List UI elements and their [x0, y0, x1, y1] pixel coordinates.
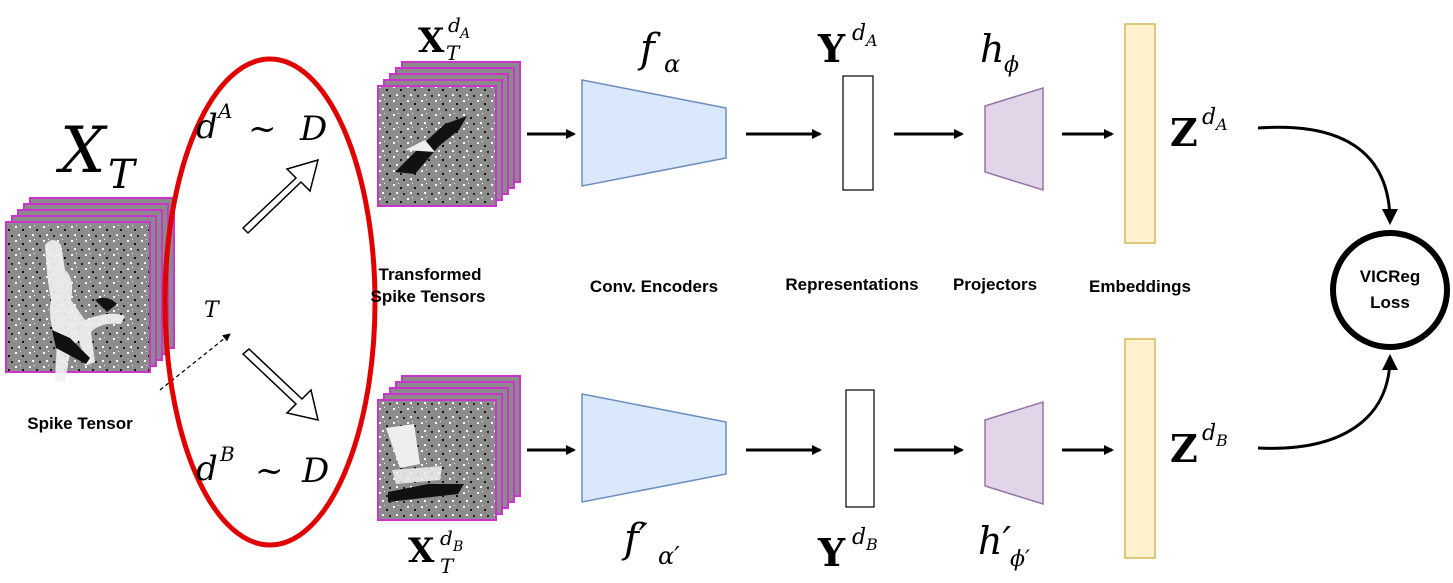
transformed-image-bottom — [377, 399, 497, 521]
svg-text:Z: Z — [1170, 110, 1198, 155]
transformed-label-line2: Spike Tensors — [371, 287, 486, 306]
projector-top-label: h ϕ — [980, 27, 1019, 78]
representation-top-label: Y d A — [817, 21, 878, 71]
projector-top-trapezoid — [984, 86, 1044, 192]
label-representations: Representations — [785, 275, 918, 294]
svg-text:A: A — [1214, 115, 1228, 134]
label-projectors: Projectors — [953, 275, 1037, 294]
svg-text:α: α — [664, 50, 680, 78]
input-spike-tensor: Spike Tensor X T — [5, 114, 175, 433]
svg-text:d: d — [852, 525, 866, 550]
svg-text:B: B — [1215, 431, 1228, 450]
arrow-to-loss-bottom — [1257, 354, 1398, 450]
hollow-arrow-up-icon — [241, 158, 320, 235]
svg-text:B: B — [865, 535, 878, 554]
hollow-arrow-down-icon — [241, 347, 320, 421]
spike-tensor-label: Spike Tensor — [27, 414, 133, 433]
svg-text:α′: α′ — [658, 542, 680, 570]
representation-bottom-bar — [845, 389, 875, 508]
sampling-symbol-t: T — [204, 298, 221, 323]
aug-bottom-tilde: ~ — [255, 451, 284, 491]
embedding-top-bar — [1124, 23, 1156, 244]
projector-bottom-label: h′ ϕ′ — [978, 519, 1030, 572]
encoder-bottom-trapezoid — [581, 393, 727, 503]
representation-top-bar — [842, 75, 874, 191]
aug-bottom-dist: D — [301, 451, 329, 491]
transformed-tensor-bottom: X T d B — [377, 375, 521, 578]
aug-bottom-d: d — [196, 449, 218, 489]
embedding-top-label: Z d A — [1170, 105, 1228, 155]
augmentation-top: d A ~ D — [196, 99, 327, 235]
augmentation-highlight-ellipse — [162, 56, 378, 548]
augmentation-bottom: d B ~ D — [196, 347, 329, 491]
projector-bottom-trapezoid — [984, 400, 1044, 506]
label-conv-encoders: Conv. Encoders — [590, 277, 718, 296]
svg-text:h′: h′ — [978, 519, 1011, 563]
encoder-bottom-label: f′ α′ — [621, 516, 680, 570]
transformed-bottom-sup-sub: B — [452, 539, 463, 555]
label-embeddings: Embeddings — [1089, 277, 1191, 296]
svg-text:d: d — [1202, 421, 1216, 446]
transformed-top-symbol: X — [418, 21, 445, 61]
svg-text:Y: Y — [817, 530, 846, 575]
transformed-bottom-sup: d — [440, 526, 453, 550]
spike-image-front — [5, 221, 151, 382]
embedding-bottom-label: Z d B — [1170, 421, 1228, 471]
representation-bottom-label: Y d B — [817, 525, 878, 575]
input-tensor-symbol: X — [55, 114, 108, 188]
aug-top-tilde: ~ — [248, 109, 277, 149]
encoder-top-label: f α — [637, 26, 680, 78]
svg-text:Z: Z — [1170, 426, 1198, 471]
embedding-bottom-bar — [1124, 338, 1156, 559]
transformed-top-sup: d — [448, 13, 461, 37]
svg-text:f: f — [637, 26, 661, 72]
svg-text:h: h — [980, 27, 1004, 71]
input-tensor-subscript: T — [108, 152, 138, 198]
svg-text:ϕ′: ϕ′ — [1010, 547, 1030, 572]
aug-top-d: d — [196, 107, 218, 147]
svg-text:ϕ: ϕ — [1004, 53, 1019, 78]
svg-text:d: d — [852, 21, 866, 46]
svg-text:d: d — [1202, 105, 1216, 130]
transformed-image-top — [377, 85, 497, 207]
transformed-top-sup-sub: A — [458, 26, 470, 42]
transformed-tensor-top: X T d A — [377, 13, 521, 207]
aug-top-sup: A — [216, 99, 232, 123]
aug-top-dist: D — [299, 109, 327, 149]
svg-text:f′: f′ — [621, 516, 648, 562]
transformed-bottom-sub: T — [440, 554, 455, 578]
svg-text:Y: Y — [817, 26, 846, 71]
transformed-bottom-symbol: X — [408, 531, 435, 571]
transformed-top-sub: T — [446, 41, 461, 65]
svg-text:A: A — [864, 31, 878, 50]
transformed-label-line1: Transformed — [379, 265, 482, 284]
vicreg-loss-line1: VICReg — [1360, 267, 1420, 286]
vicreg-loss-node — [1330, 230, 1450, 350]
vicreg-loss-line2: Loss — [1370, 293, 1410, 312]
aug-bottom-sup: B — [219, 442, 235, 466]
encoder-top-trapezoid — [581, 79, 727, 187]
arrow-to-loss-top — [1257, 125, 1398, 225]
